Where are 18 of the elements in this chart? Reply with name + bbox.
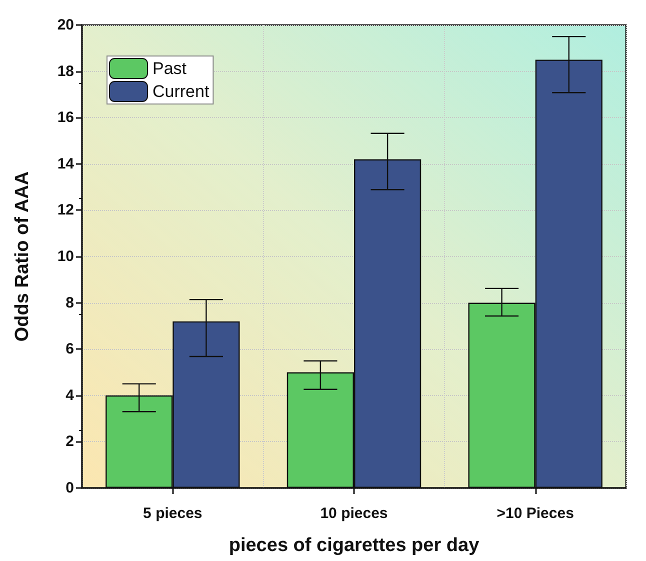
x-tick-label: 10 pieces — [320, 505, 388, 522]
legend-label: Past — [152, 59, 187, 78]
y-tick-label: 20 — [57, 16, 74, 34]
y-tick-label: 16 — [57, 109, 74, 126]
y-tick-label: 14 — [57, 155, 75, 172]
y-tick-label: 8 — [66, 294, 74, 312]
y-tick-label: 12 — [57, 202, 74, 219]
legend-label: Current — [152, 82, 210, 101]
x-tick-label: 5 pieces — [143, 505, 202, 522]
x-tick-label: >10 Pieces — [496, 505, 574, 522]
y-tick-label: 10 — [57, 248, 74, 265]
y-tick-label: 2 — [66, 433, 74, 450]
y-tick-label: 0 — [66, 480, 74, 496]
x-axis-title: pieces of cigarettes per day — [228, 535, 480, 556]
y-axis-title: Odds Ratio of AAA — [12, 171, 33, 342]
y-tick-label: 6 — [66, 340, 74, 358]
y-tick-label: 4 — [66, 386, 75, 404]
y-tick-label: 18 — [57, 62, 74, 80]
